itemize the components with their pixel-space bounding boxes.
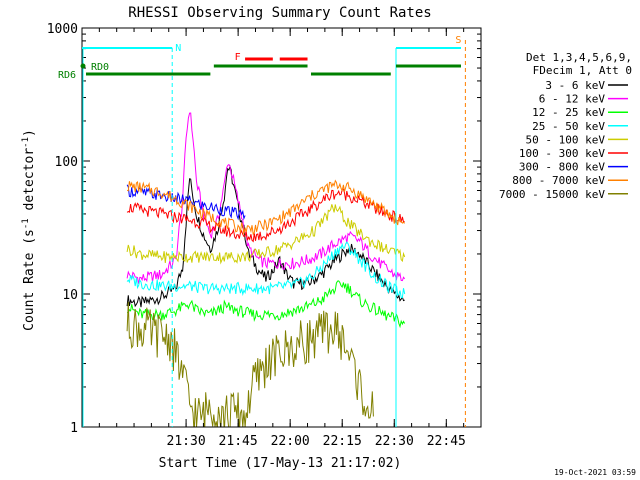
y-axis-label-tail: detector — [22, 148, 37, 219]
overlay-f-label: F — [235, 52, 241, 63]
plot-area — [126, 112, 406, 427]
y-axis-label: Count Rate (s-1 detector-1) — [21, 129, 37, 331]
overlay-rd0-label: RD0 — [91, 62, 109, 73]
y-tick-label: 1000 — [47, 22, 78, 37]
legend-entry-label: 7000 - 15000 keV — [499, 188, 605, 201]
chart-title: RHESSI Observing Summary Count Rates — [128, 5, 431, 21]
series-line-5 — [126, 188, 405, 243]
legend-entry-label: 50 - 100 keV — [526, 133, 606, 146]
y-tick-label: 1 — [70, 421, 78, 436]
legend-header-line: Det 1,3,4,5,6,9, — [526, 51, 632, 64]
plot-frame — [81, 27, 482, 428]
series-line-8 — [126, 301, 374, 427]
legend-entry-label: 3 - 6 keV — [545, 79, 605, 92]
y-axis-label-main: Count Rate (s — [22, 229, 37, 331]
x-axis-label: Start Time (17-May-13 21:17:02) — [159, 456, 402, 471]
series-line-0 — [126, 164, 405, 308]
legend-entry-label: 800 - 7000 keV — [512, 174, 605, 187]
overlay-rd6-label: RD6 — [58, 70, 76, 81]
x-tick-label: 22:45 — [427, 434, 466, 449]
y-tick-label: 10 — [62, 288, 78, 303]
x-tick-label: 22:30 — [375, 434, 414, 449]
overlay-rd0-marker — [80, 63, 86, 69]
legend-entry-label: 300 - 800 keV — [519, 161, 605, 174]
legend-entry-label: 6 - 12 keV — [539, 93, 606, 106]
x-tick-label: 21:45 — [219, 434, 258, 449]
axes: 1 10 100 1000 21:30 21:45 22:00 22:15 22:30 22:45 — [47, 22, 482, 449]
y-axis-label-sup: -1 — [21, 218, 31, 229]
x-tick-label: 22:00 — [271, 434, 310, 449]
legend-entry-label: 100 - 300 keV — [519, 147, 605, 160]
y-axis-label-close: ) — [22, 129, 37, 137]
overlay-s-label: S — [455, 35, 461, 46]
y-axis-label-sup2: -1 — [21, 137, 31, 148]
overlay-n-label: N — [175, 43, 181, 54]
legend: Det 1,3,4,5,6,9,FDecim 1, Att 0 3 - 6 keV… — [499, 51, 632, 201]
x-tick-label: 21:30 — [167, 434, 206, 449]
footer-timestamp: 19-Oct-2021 03:59 — [554, 468, 636, 477]
series-line-2 — [127, 280, 406, 329]
series-line-7 — [126, 179, 405, 236]
x-tick-label: 22:15 — [323, 434, 362, 449]
legend-header-line: FDecim 1, Att 0 — [533, 64, 632, 77]
series-line-4 — [126, 204, 406, 265]
y-tick-label: 100 — [55, 155, 78, 170]
series-line-3 — [126, 241, 406, 299]
legend-entry-label: 25 - 50 keV — [532, 120, 605, 133]
instrument-state-overlays: N S F RD0 RD6 — [58, 35, 466, 427]
series-line-6 — [126, 184, 246, 221]
legend-entry-label: 12 - 25 keV — [532, 106, 605, 119]
series-line-1 — [126, 112, 406, 284]
